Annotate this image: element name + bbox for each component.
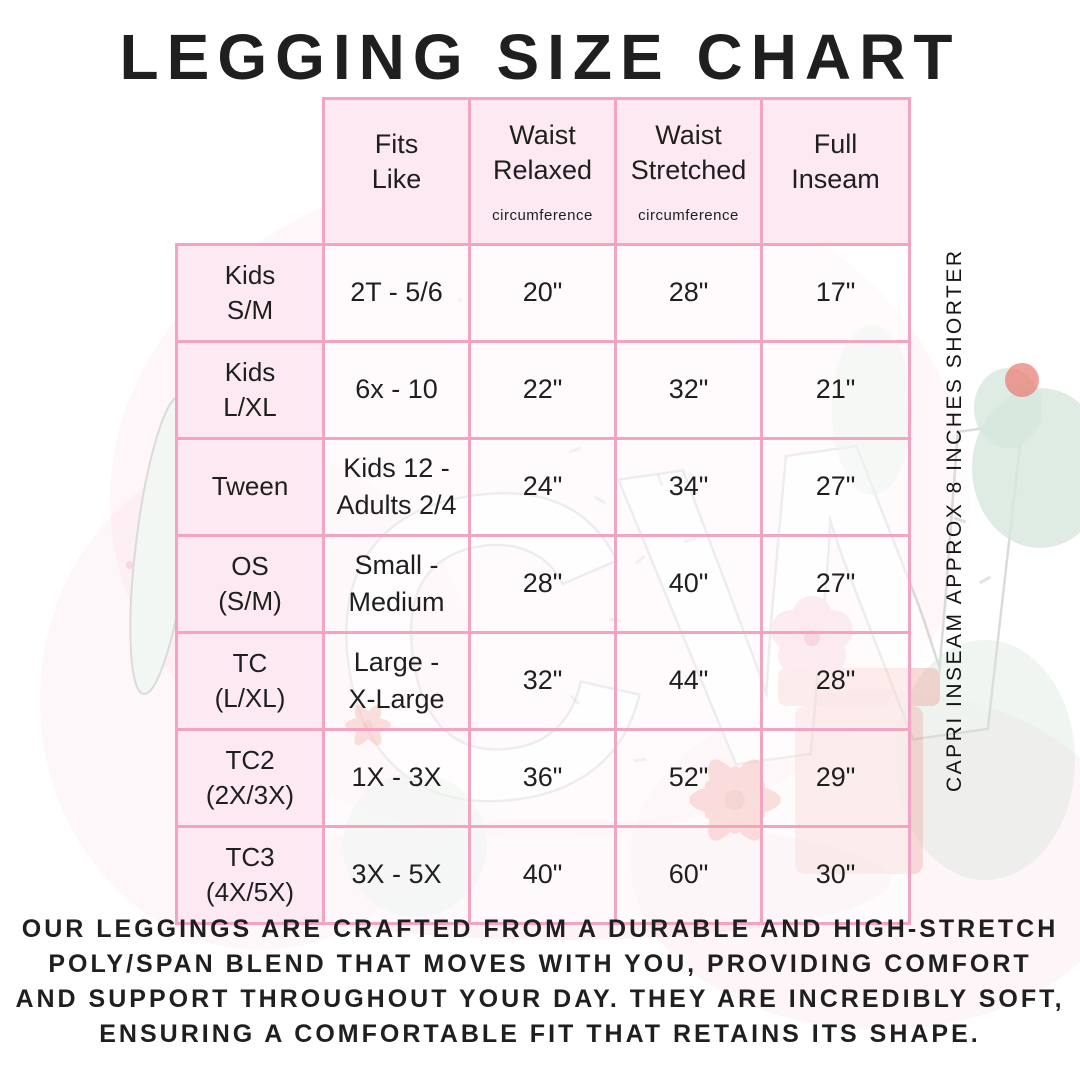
table-row: OS (S/M) Small - Medium 28" 40" 27" — [175, 533, 911, 634]
column-header-label: Full Inseam — [791, 129, 880, 195]
table-cell: 36" — [468, 727, 617, 828]
column-header-full-inseam: Full Inseam — [760, 97, 911, 246]
table-cell: 28" — [614, 242, 763, 343]
table-cell: 22" — [468, 339, 617, 440]
table-cell: 2T - 5/6 — [322, 242, 471, 343]
column-header-subtext: circumference — [638, 207, 739, 225]
column-header-fits-like: Fits Like — [322, 97, 471, 246]
table-cell: 27" — [760, 436, 911, 537]
table-row: Kids L/XL 6x - 10 22" 32" 21" — [175, 339, 911, 440]
row-label-kids-lxl: Kids L/XL — [175, 339, 325, 440]
table-cell: 34" — [614, 436, 763, 537]
column-header-waist-stretched: Waist Stretched circumference — [614, 97, 763, 246]
column-header-label: Waist Stretched — [630, 120, 747, 186]
table-row: Tween Kids 12 - Adults 2/4 24" 34" 27" — [175, 436, 911, 537]
table-cell: 28" — [760, 630, 911, 731]
table-cell: 3X - 5X — [322, 824, 471, 925]
table-row: TC2 (2X/3X) 1X - 3X 36" 52" 29" — [175, 727, 911, 828]
table-cell: 20" — [468, 242, 617, 343]
page-title: LEGGING SIZE CHART — [119, 21, 961, 93]
capri-inseam-note: CAPRI INSEAM APPROX 8 INCHES SHORTER — [943, 248, 966, 792]
size-chart-table: Fits Like Waist Relaxed circumference Wa… — [175, 97, 911, 925]
table-cell: Kids 12 - Adults 2/4 — [322, 436, 471, 537]
table-cell: 52" — [614, 727, 763, 828]
table-row: TC (L/XL) Large - X-Large 32" 44" 28" — [175, 630, 911, 731]
table-cell: 29" — [760, 727, 911, 828]
table-cell: 28" — [468, 533, 617, 634]
row-label-tween: Tween — [175, 436, 325, 537]
column-header-waist-relaxed: Waist Relaxed circumference — [468, 97, 617, 246]
cactus-flower-icon — [1005, 363, 1039, 397]
table-cell: Small - Medium — [322, 533, 471, 634]
column-header-subtext: circumference — [492, 207, 593, 225]
row-label-kids-sm: Kids S/M — [175, 242, 325, 343]
table-cell: 30" — [760, 824, 911, 925]
row-label-tc2: TC2 (2X/3X) — [175, 727, 325, 828]
table-cell: 32" — [614, 339, 763, 440]
table-cell: 60" — [614, 824, 763, 925]
table-cell: 27" — [760, 533, 911, 634]
table-cell: 44" — [614, 630, 763, 731]
table-corner-spacer — [177, 99, 324, 245]
description-line: AND SUPPORT THROUGHOUT YOUR DAY. THEY AR… — [15, 985, 1065, 1013]
table-cell: 32" — [468, 630, 617, 731]
table-cell: 21" — [760, 339, 911, 440]
row-label-tc: TC (L/XL) — [175, 630, 325, 731]
description-line: OUR LEGGINGS ARE CRAFTED FROM A DURABLE … — [21, 915, 1059, 943]
description-paragraph: OUR LEGGINGS ARE CRAFTED FROM A DURABLE … — [0, 912, 1080, 1052]
table-cell: 40" — [468, 824, 617, 925]
table-cell: 17" — [760, 242, 911, 343]
table-cell: 6x - 10 — [322, 339, 471, 440]
table-row: Kids S/M 2T - 5/6 20" 28" 17" — [175, 242, 911, 343]
description-line: POLY/SPAN BLEND THAT MOVES WITH YOU, PRO… — [48, 950, 1032, 978]
description-line: ENSURING A COMFORTABLE FIT THAT RETAINS … — [99, 1020, 981, 1048]
table-cell: 1X - 3X — [322, 727, 471, 828]
row-label-os: OS (S/M) — [175, 533, 325, 634]
column-header-label: Fits Like — [371, 129, 422, 195]
column-header-label: Waist Relaxed — [492, 120, 593, 186]
table-cell: 40" — [614, 533, 763, 634]
table-cell: 24" — [468, 436, 617, 537]
table-row: TC3 (4X/5X) 3X - 5X 40" 60" 30" — [175, 824, 911, 925]
table-cell: Large - X-Large — [322, 630, 471, 731]
row-label-tc3: TC3 (4X/5X) — [175, 824, 325, 925]
